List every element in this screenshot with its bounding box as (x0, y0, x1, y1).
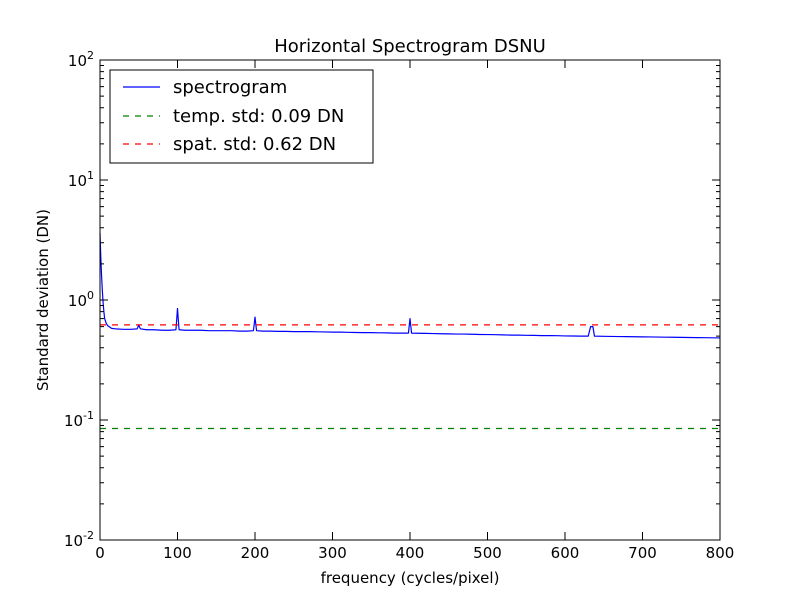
y-tick-label: 10-2 (64, 529, 94, 550)
legend: spectrogram temp. std: 0.09 DN spat. std… (109, 69, 374, 164)
legend-label-spectrogram: spectrogram (173, 77, 287, 98)
y-tick-label: 10-1 (64, 409, 94, 430)
x-axis-title: frequency (cycles/pixel) (321, 569, 500, 587)
y-tick-label: 100 (68, 289, 94, 310)
x-tick-label: 800 (706, 544, 735, 562)
y-tick-label: 102 (68, 49, 94, 70)
y-axis-title: Standard deviation (DN) (34, 209, 52, 391)
x-tick-label: 0 (95, 544, 105, 562)
x-tick-label: 300 (318, 544, 347, 562)
x-tick-label: 700 (628, 544, 657, 562)
y-tick-label: 101 (68, 169, 94, 190)
chart-title: Horizontal Spectrogram DSNU (274, 36, 546, 57)
x-axis: 0 100 200 300 400 500 600 700 800 (95, 60, 734, 562)
legend-label-temp-std: temp. std: 0.09 DN (173, 106, 344, 127)
series-0-line (99, 233, 721, 339)
x-tick-label: 600 (551, 544, 580, 562)
x-tick-label: 400 (396, 544, 425, 562)
legend-label-spat-std: spat. std: 0.62 DN (173, 134, 336, 155)
x-tick-label: 100 (163, 544, 192, 562)
x-tick-label: 200 (241, 544, 270, 562)
series-layer (99, 233, 721, 430)
legend-box (109, 69, 374, 164)
y-axis: 10-2 10-1 100 101 102 (64, 49, 720, 550)
x-tick-label: 500 (473, 544, 502, 562)
